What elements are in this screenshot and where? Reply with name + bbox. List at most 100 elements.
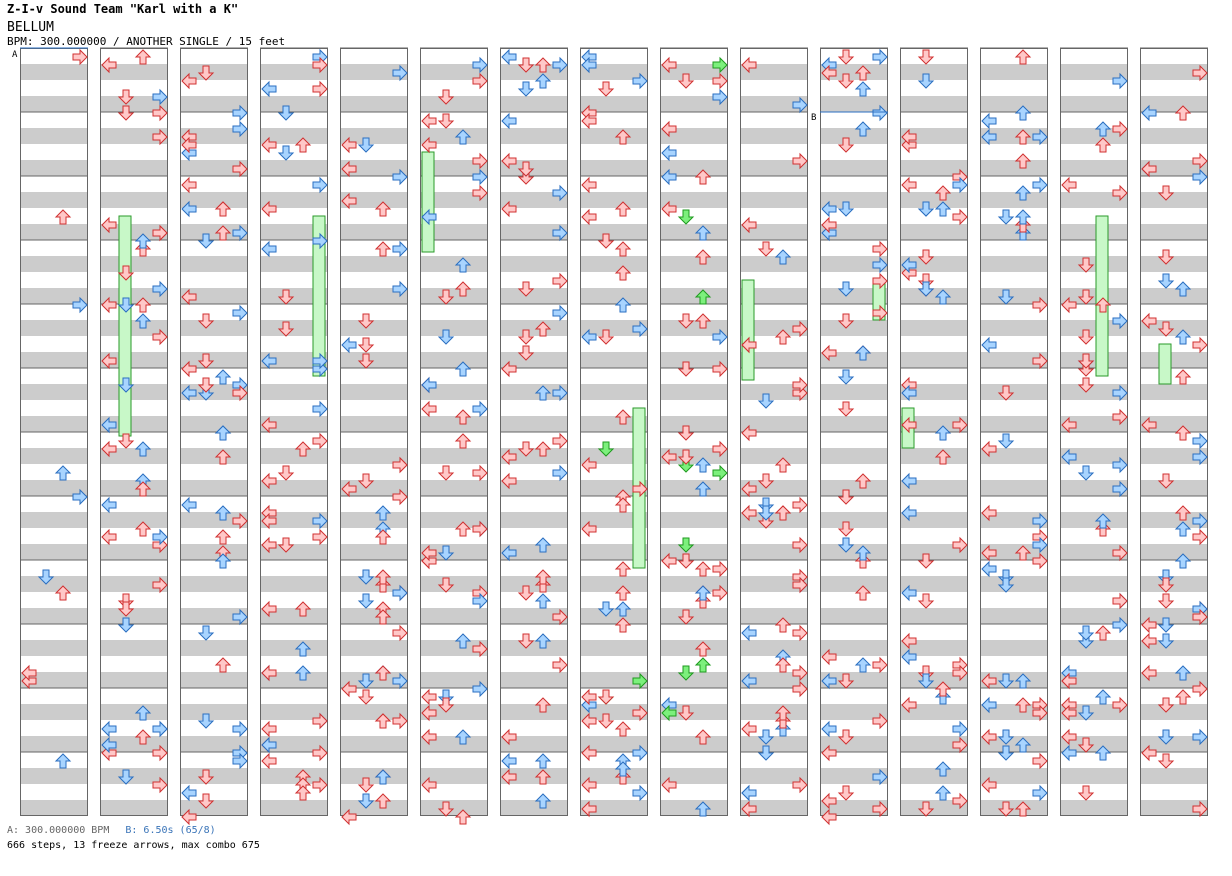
beat-stripe — [1060, 640, 1128, 656]
beat-stripe — [340, 320, 408, 336]
step-arrow — [374, 713, 392, 729]
step-arrow — [197, 233, 215, 249]
step-arrow — [1077, 377, 1095, 393]
step-arrow — [952, 416, 968, 434]
step-arrow — [181, 808, 197, 826]
beat-stripe — [580, 768, 648, 784]
beat-stripe — [900, 192, 968, 208]
step-arrow — [197, 769, 215, 785]
beat-stripe — [100, 800, 168, 816]
step-arrow — [472, 72, 488, 90]
step-arrow — [72, 488, 88, 506]
beat-stripe — [580, 480, 648, 496]
step-arrow — [101, 352, 117, 370]
beat-stripe — [820, 704, 888, 720]
beat-stripe — [500, 640, 568, 656]
step-arrow — [181, 384, 197, 402]
beat-stripe — [740, 608, 808, 624]
step-arrow — [421, 704, 437, 722]
beat-stripe — [820, 128, 888, 144]
beat-stripe — [1060, 576, 1128, 592]
step-arrow — [597, 233, 615, 249]
beat-stripe — [100, 96, 168, 112]
step-arrow — [934, 185, 952, 201]
beat-stripe — [420, 576, 488, 592]
step-arrow — [357, 137, 375, 153]
step-arrow — [1174, 369, 1192, 385]
step-arrow — [677, 553, 695, 569]
step-arrow — [534, 697, 552, 713]
beat-stripe — [1060, 480, 1128, 496]
step-arrow — [552, 384, 568, 402]
beat-stripe — [260, 96, 328, 112]
beat-stripe — [340, 704, 408, 720]
step-arrow — [1094, 689, 1112, 705]
step-arrow — [694, 169, 712, 185]
step-arrow — [261, 240, 277, 258]
column-border — [660, 48, 728, 816]
step-arrow — [1014, 545, 1032, 561]
step-arrow — [277, 321, 295, 337]
step-arrow — [152, 528, 168, 546]
beat-stripe — [900, 768, 968, 784]
beat-stripe — [20, 64, 88, 80]
step-arrow — [552, 464, 568, 482]
step-arrow — [501, 152, 517, 170]
beat-stripe — [900, 704, 968, 720]
step-arrow — [501, 752, 517, 770]
step-arrow — [534, 441, 552, 457]
beat-stripe — [20, 640, 88, 656]
step-arrow — [854, 65, 872, 81]
step-arrow — [517, 345, 535, 361]
step-arrow — [232, 384, 248, 402]
beat-stripe — [420, 736, 488, 752]
beat-stripe — [260, 320, 328, 336]
step-arrow — [774, 617, 792, 633]
step-arrow — [821, 648, 837, 666]
step-arrow — [597, 713, 615, 729]
step-arrow — [472, 520, 488, 538]
beat-stripe — [1140, 416, 1208, 432]
step-arrow — [917, 73, 935, 89]
beat-stripe — [420, 640, 488, 656]
beat-stripe — [500, 192, 568, 208]
freeze-arrow — [312, 215, 326, 377]
step-arrow — [454, 729, 472, 745]
step-arrow — [374, 793, 392, 809]
step-arrow — [1112, 544, 1128, 562]
step-arrow — [534, 753, 552, 769]
step-arrow — [837, 281, 855, 297]
step-arrow — [534, 569, 552, 585]
step-arrow — [374, 569, 392, 585]
beat-stripe — [180, 672, 248, 688]
beat-stripe — [740, 160, 808, 176]
step-arrow — [1112, 480, 1128, 498]
chart-column — [500, 47, 568, 816]
step-arrow — [534, 593, 552, 609]
beat-stripe — [980, 704, 1048, 720]
chart-column — [820, 47, 888, 826]
beat-stripe — [180, 736, 248, 752]
step-arrow — [757, 745, 775, 761]
bpm-b-label: B: 6.50s (65/8) — [125, 825, 216, 836]
chart-columns — [20, 47, 1208, 826]
beat-stripe — [1140, 128, 1208, 144]
step-arrow — [341, 192, 357, 210]
step-arrow — [901, 384, 917, 402]
step-arrow — [214, 529, 232, 545]
step-arrow — [581, 456, 597, 474]
step-arrow — [934, 449, 952, 465]
step-arrow — [981, 728, 997, 746]
step-arrow — [472, 56, 488, 74]
beat-stripe — [580, 512, 648, 528]
step-arrow — [374, 609, 392, 625]
step-arrow — [357, 569, 375, 585]
step-arrow — [1061, 448, 1077, 466]
step-arrow — [181, 136, 197, 154]
step-arrow — [181, 360, 197, 378]
step-arrow — [854, 585, 872, 601]
step-arrow — [552, 432, 568, 450]
beat-stripe — [660, 352, 728, 368]
beat-stripe — [980, 608, 1048, 624]
step-arrow — [392, 712, 408, 730]
